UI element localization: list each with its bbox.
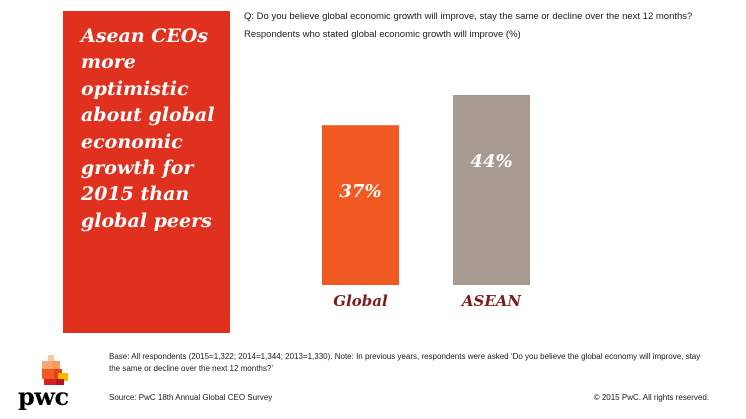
base-footnote: Base: All respondents (2015=1,322; 2014=… — [109, 352, 701, 373]
global-category-label: Global — [333, 292, 388, 310]
headline-panel: Asean CEOs more optimistic about global … — [63, 11, 230, 333]
asean-value-label: 44% — [470, 151, 512, 172]
pwc-logo: pwc — [18, 355, 78, 413]
asean-category-label: ASEAN — [460, 292, 523, 310]
copyright-note: © 2015 PwC. All rights reserved. — [593, 393, 709, 402]
headline: Asean CEOs more optimistic about global … — [81, 25, 215, 232]
pwc-logo-mark-icon — [42, 355, 68, 385]
chart-subtitle: Respondents who stated global economic g… — [244, 29, 521, 40]
global-bar — [322, 125, 399, 286]
source-note: Source: PwC 18th Annual Global CEO Surve… — [109, 393, 273, 402]
pwc-logo-text: pwc — [18, 382, 69, 411]
bar-chart: 37% Global 44% ASEAN — [322, 95, 530, 310]
global-value-label: 37% — [339, 181, 381, 202]
asean-bar — [453, 95, 530, 285]
survey-question: Q: Do you believe global economic growth… — [244, 11, 693, 22]
